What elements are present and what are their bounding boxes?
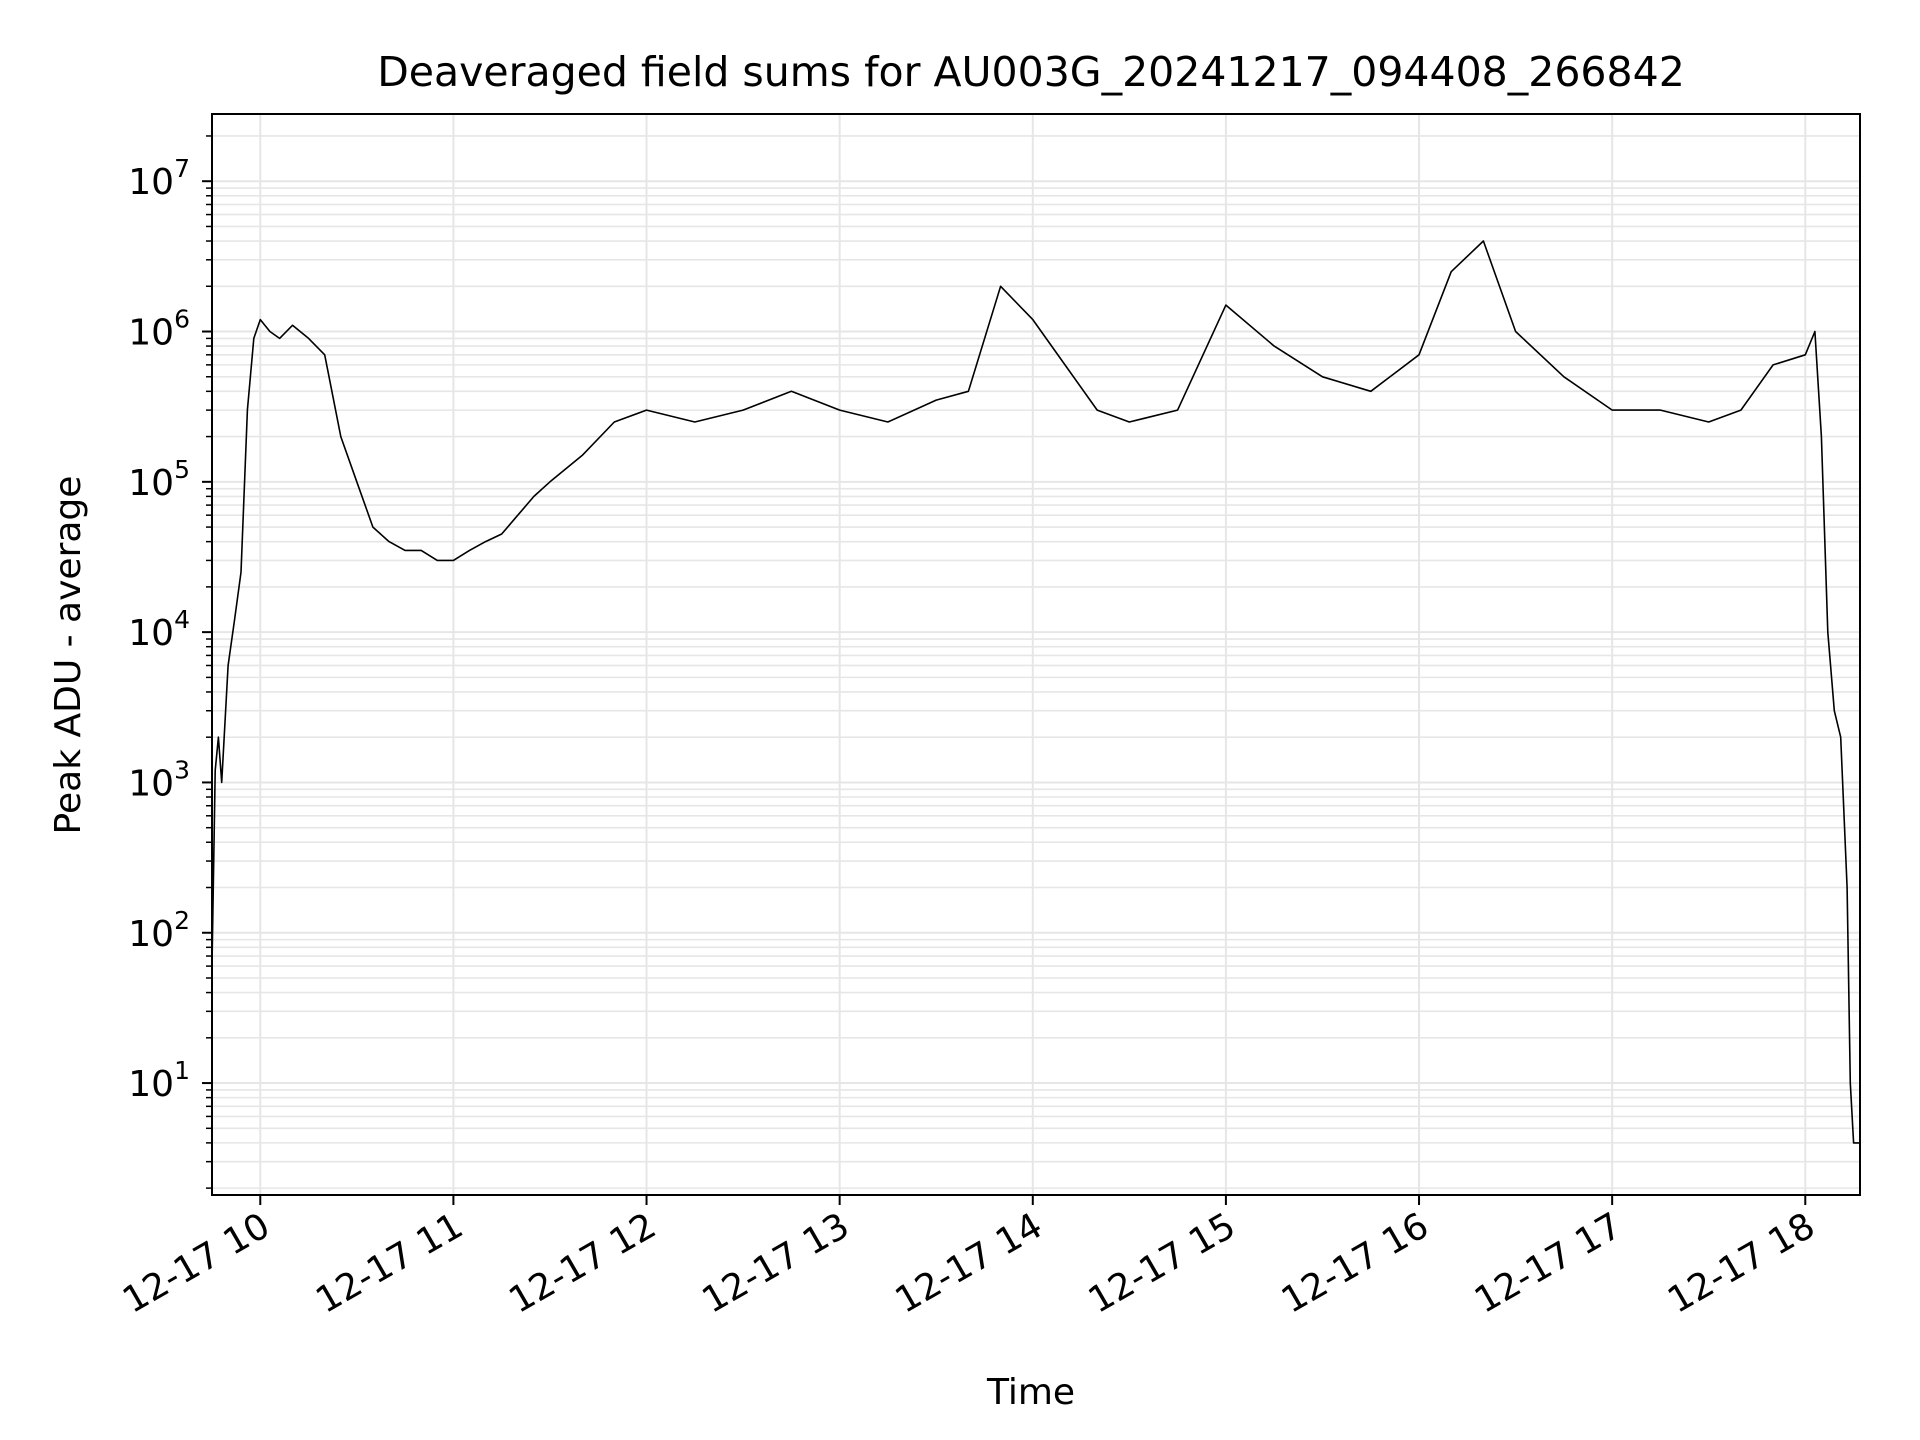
plot-frame — [211, 113, 1861, 1196]
grid — [212, 114, 1860, 1195]
y-axis-label: Peak ADU - average — [48, 476, 89, 835]
series-line — [212, 240, 1860, 1144]
y-tick-label: 104 — [128, 605, 190, 654]
chart-title: Deaveraged field sums for AU003G_2024121… — [377, 48, 1685, 96]
plot-area — [212, 240, 1860, 1144]
x-axis-label: Time — [986, 1372, 1075, 1413]
